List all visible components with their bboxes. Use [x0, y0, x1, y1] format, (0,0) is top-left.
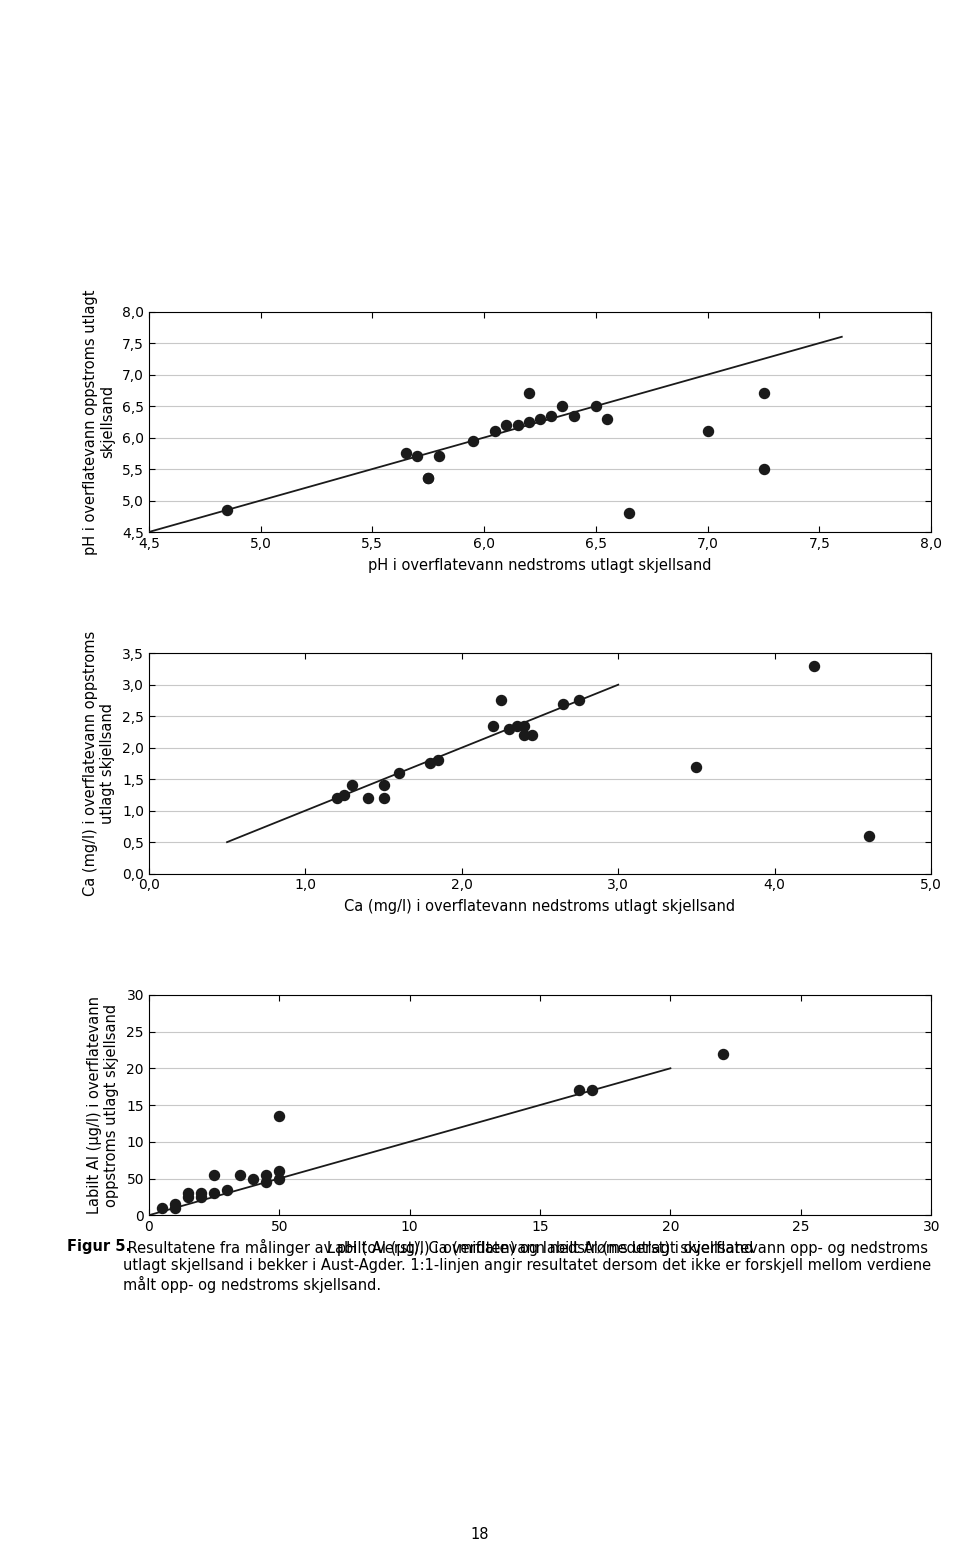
Point [272, 1159, 287, 1184]
Point [700, 419, 715, 444]
Point [488, 419, 503, 444]
Point [345, 773, 360, 798]
Y-axis label: Labilt Al (µg/l) i overflatevann
oppstroms utlagt skjellsand: Labilt Al (µg/l) i overflatevann oppstro… [87, 996, 119, 1214]
Point [499, 413, 515, 438]
Point [521, 410, 537, 435]
Point [524, 723, 540, 748]
Text: Resultatene fra målinger av pH (overst), Ca (midten) og labilt Al (nederst) i ov: Resultatene fra målinger av pH (overst),… [123, 1239, 931, 1293]
Point [232, 1162, 248, 1187]
Text: 18: 18 [470, 1527, 490, 1542]
Point [510, 413, 525, 438]
Point [585, 1078, 600, 1103]
X-axis label: Ca (mg/l) i overflatevann nedstroms utlagt skjellsand: Ca (mg/l) i overflatevann nedstroms utla… [345, 899, 735, 915]
Point [689, 754, 705, 779]
Point [193, 1184, 208, 1209]
Point [466, 428, 481, 453]
Point [409, 444, 424, 469]
Point [806, 653, 822, 678]
Point [206, 1181, 222, 1206]
Point [516, 714, 532, 738]
Point [588, 394, 604, 419]
Point [516, 723, 532, 748]
X-axis label: Labilt Al (µg/l) i overflatevann nedstrøms utlagt skjellsand: Labilt Al (µg/l) i overflatevann nedstrø… [326, 1242, 754, 1256]
Point [329, 785, 345, 810]
Point [258, 1162, 274, 1187]
Text: Figur 5.: Figur 5. [67, 1239, 132, 1254]
Point [555, 394, 570, 419]
Point [246, 1165, 261, 1190]
Point [622, 500, 637, 525]
Point [422, 751, 438, 776]
Point [180, 1184, 196, 1209]
Point [931, 791, 947, 816]
Point [715, 1041, 731, 1066]
Point [193, 1181, 208, 1206]
Point [509, 714, 524, 738]
Point [420, 466, 436, 491]
Point [272, 1103, 287, 1128]
Point [219, 1176, 234, 1201]
Point [756, 456, 771, 481]
Point [431, 748, 446, 773]
Point [571, 1078, 587, 1103]
Point [420, 466, 436, 491]
Point [219, 497, 234, 522]
Point [272, 1165, 287, 1190]
Point [360, 785, 375, 810]
Point [258, 1170, 274, 1195]
Point [180, 1181, 196, 1206]
Y-axis label: pH i overflatevann oppstroms utlagt
skjellsand: pH i overflatevann oppstroms utlagt skje… [83, 290, 115, 555]
Point [398, 441, 414, 466]
Point [167, 1195, 182, 1220]
Y-axis label: Ca (mg/l) i overflatevann oppstroms
utlagt skjellsand: Ca (mg/l) i overflatevann oppstroms utla… [83, 631, 115, 896]
Point [565, 404, 581, 428]
Point [501, 717, 516, 742]
Point [493, 689, 509, 714]
Point [521, 382, 537, 407]
Point [756, 382, 771, 407]
X-axis label: pH i overflatevann nedstroms utlagt skjellsand: pH i overflatevann nedstroms utlagt skje… [369, 558, 711, 573]
Point [375, 785, 392, 810]
Point [155, 1195, 170, 1220]
Point [556, 692, 571, 717]
Point [167, 1192, 182, 1217]
Point [375, 773, 392, 798]
Point [861, 823, 876, 848]
Point [543, 404, 559, 428]
Point [432, 444, 447, 469]
Point [206, 1162, 222, 1187]
Point [599, 407, 614, 432]
Point [392, 760, 407, 785]
Point [486, 714, 501, 738]
Point [532, 407, 547, 432]
Point [571, 689, 587, 714]
Point [337, 782, 352, 807]
